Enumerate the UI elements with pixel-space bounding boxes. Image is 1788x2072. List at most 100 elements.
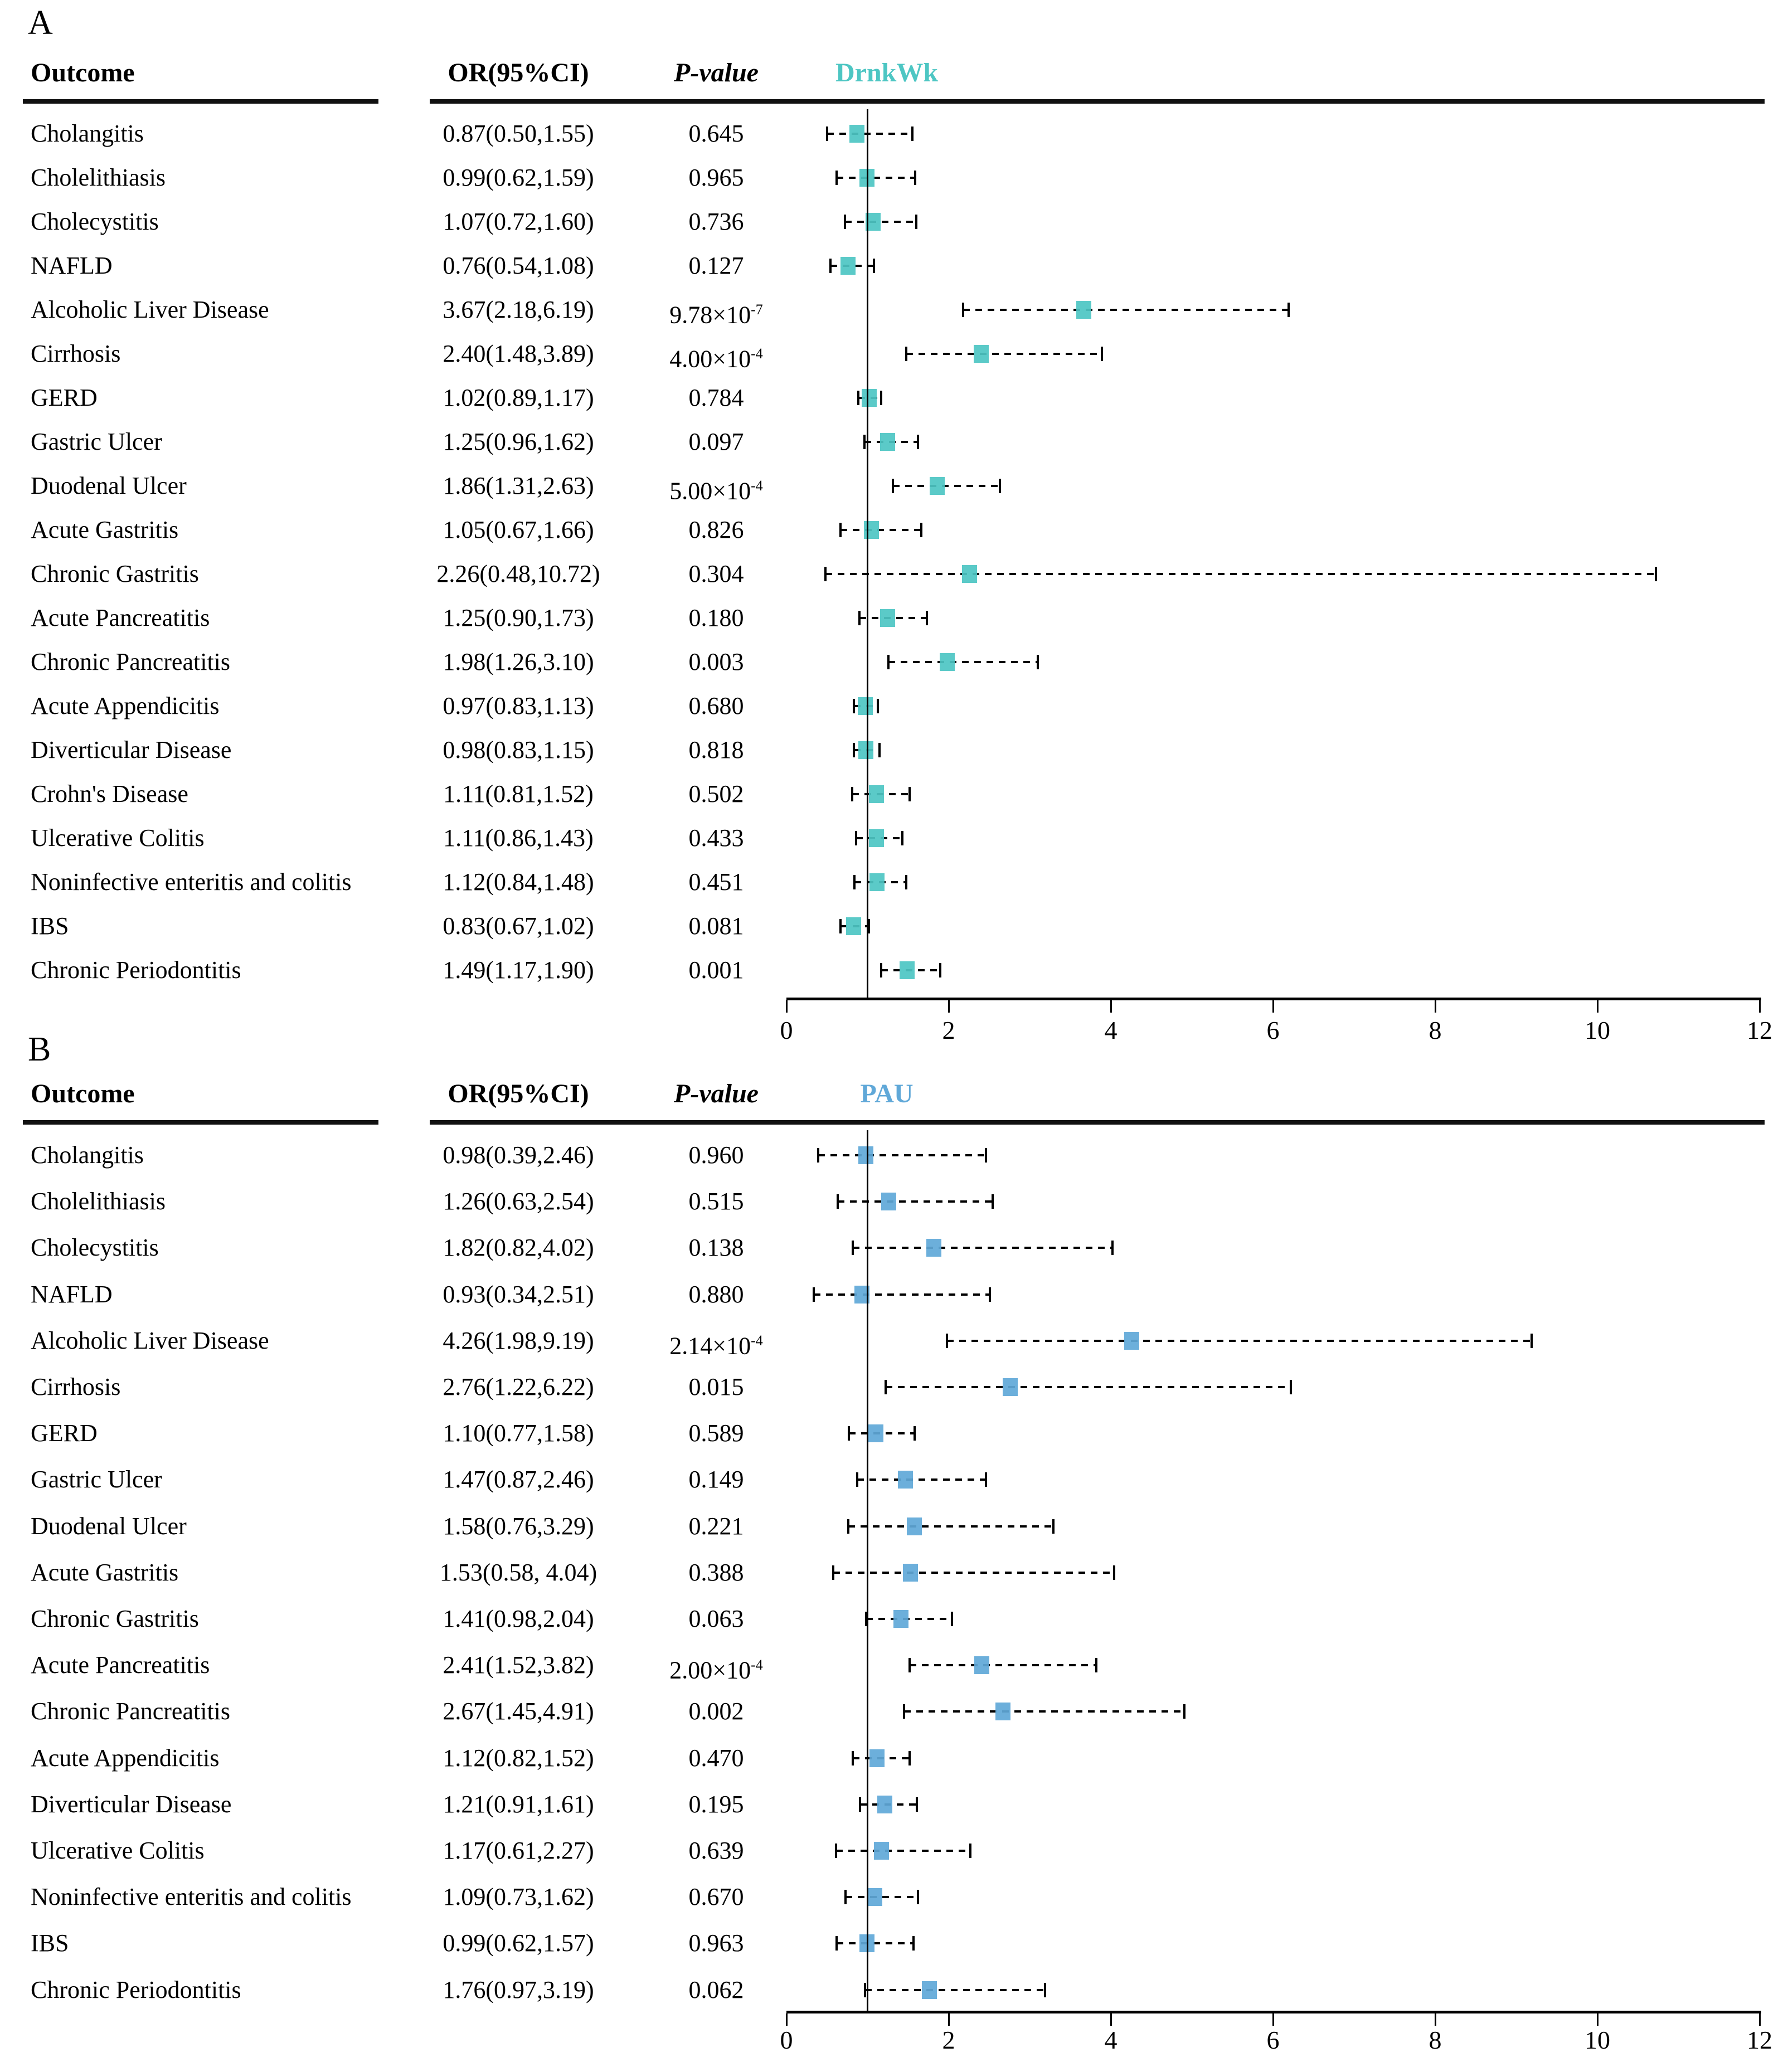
ci-cap-lower: [864, 1612, 867, 1626]
or-ci-value: 1.76(0.97,3.19): [443, 1976, 594, 2003]
or-point-marker: [857, 697, 873, 715]
p-value: 0.180: [688, 604, 744, 631]
outcome-label: Ulcerative Colitis: [31, 1837, 205, 1864]
x-axis-line: [786, 998, 1761, 1000]
or-ci-value: 0.98(0.39,2.46): [443, 1141, 594, 1169]
or-point-marker: [869, 829, 884, 847]
ci-whisker-line: [866, 1618, 952, 1620]
outcome-label: GERD: [31, 1419, 98, 1447]
or-point-marker: [930, 477, 945, 495]
ci-whisker-line: [906, 353, 1102, 355]
forest-row-alcoholic-liver-disease: Alcoholic Liver Disease 3.67(2.18,6.19) 9.…: [0, 292, 1788, 329]
ci-cap-lower: [851, 787, 853, 801]
p-value: 0.063: [688, 1605, 744, 1632]
p-value: 0.221: [688, 1512, 744, 1540]
header-rule-outcome-b: [23, 1120, 378, 1125]
ci-whisker-line: [833, 1571, 1114, 1574]
or-point-marker: [962, 565, 978, 583]
or-point-marker: [858, 1146, 874, 1164]
or-ci-value: 0.99(0.62,1.57): [443, 1929, 594, 1957]
ci-cap-upper: [950, 1612, 953, 1626]
ci-whisker-line: [865, 1988, 1046, 1991]
ci-cap-lower: [852, 743, 855, 757]
ci-cap-upper: [1052, 1519, 1055, 1534]
ci-cap-upper: [877, 699, 880, 713]
forest-row-gastric-ulcer: Gastric Ulcer 1.47(0.87,2.46) 0.149: [0, 1462, 1788, 1497]
or-ci-value: 1.05(0.67,1.66): [443, 516, 594, 543]
column-header-outcome-b: Outcome: [31, 1079, 135, 1108]
outcome-label: Diverticular Disease: [31, 736, 232, 763]
outcome-label: Gastric Ulcer: [31, 428, 162, 455]
ci-cap-upper: [905, 875, 908, 889]
forest-row-cholelithiasis: Cholelithiasis 1.26(0.63,2.54) 0.515: [0, 1184, 1788, 1219]
forest-row-diverticular-disease: Diverticular Disease 0.98(0.83,1.15) 0.818: [0, 732, 1788, 768]
ci-cap-lower: [834, 1844, 837, 1858]
p-value: 0.670: [688, 1883, 744, 1911]
ci-cap-lower: [852, 1241, 854, 1256]
x-axis-tick-label-2: 2: [942, 2026, 955, 2054]
forest-row-noninfective-enteritis-and-colitis: Noninfective enteritis and colitis 1.12(0…: [0, 864, 1788, 900]
ci-cap-lower: [902, 1704, 905, 1719]
p-value: 0.062: [688, 1976, 744, 2003]
forest-row-duodenal-ulcer: Duodenal Ulcer 1.86(1.31,2.63) 5.00×10-4: [0, 468, 1788, 505]
x-axis-tick-8: [1434, 1000, 1436, 1013]
ci-cap-lower: [858, 611, 861, 625]
or-point-marker: [880, 433, 896, 451]
forest-row-acute-pancreatitis: Acute Pancreatitis 1.25(0.90,1.73) 0.180: [0, 600, 1788, 636]
ci-cap-upper: [914, 171, 917, 185]
forest-row-duodenal-ulcer: Duodenal Ulcer 1.58(0.76,3.29) 0.221: [0, 1509, 1788, 1544]
forest-row-crohn-s-disease: Crohn's Disease 1.11(0.81,1.52) 0.502: [0, 776, 1788, 812]
ci-cap-lower: [852, 699, 855, 713]
reference-line-or-1: [867, 109, 868, 998]
forest-row-cirrhosis: Cirrhosis 2.76(1.22,6.22) 0.015: [0, 1369, 1788, 1405]
header-rule-outcome-a: [23, 99, 378, 104]
ci-cap-upper: [1111, 1241, 1114, 1256]
column-header-p-value-b: P-value: [674, 1079, 759, 1108]
ci-cap-upper: [969, 1844, 972, 1858]
forest-row-acute-pancreatitis: Acute Pancreatitis 2.41(1.52,3.82) 2.00×10…: [0, 1647, 1788, 1684]
forest-row-cirrhosis: Cirrhosis 2.40(1.48,3.89) 4.00×10-4: [0, 336, 1788, 373]
or-ci-value: 2.67(1.45,4.91): [443, 1698, 594, 1725]
forest-row-alcoholic-liver-disease: Alcoholic Liver Disease 4.26(1.98,9.19) 2.…: [0, 1323, 1788, 1359]
x-axis-tick-0: [785, 1000, 788, 1013]
header-rule-plot-b: [430, 1120, 1765, 1125]
outcome-label: GERD: [31, 384, 98, 411]
outcome-label: Cholangitis: [31, 1141, 144, 1169]
ci-cap-lower: [825, 127, 828, 141]
p-value: 0.127: [688, 252, 744, 279]
p-value: 4.00×10-4: [669, 345, 763, 373]
or-point-marker: [1003, 1378, 1018, 1396]
or-ci-value: 1.82(0.82,4.02): [443, 1234, 594, 1262]
outcome-label: IBS: [31, 912, 69, 940]
or-point-marker: [926, 1239, 942, 1257]
outcome-label: Chronic Periodontitis: [31, 956, 241, 984]
or-point-marker: [921, 1981, 937, 1999]
x-axis-tick-label-0: 0: [780, 2026, 793, 2054]
ci-cap-lower: [852, 1750, 854, 1765]
or-ci-value: 2.26(0.48,10.72): [436, 560, 600, 587]
x-axis-tick-12: [1758, 1000, 1761, 1013]
outcome-label: Diverticular Disease: [31, 1790, 232, 1818]
ci-cap-upper: [912, 1936, 915, 1951]
outcome-label: Noninfective enteritis and colitis: [31, 868, 352, 896]
outcome-label: Cirrhosis: [31, 340, 121, 367]
p-value: 0.470: [688, 1744, 744, 1772]
or-ci-value: 1.11(0.86,1.43): [443, 824, 594, 852]
x-axis-line: [786, 2011, 1761, 2013]
or-point-marker: [868, 1424, 883, 1443]
or-point-marker: [903, 1563, 919, 1582]
outcome-label: Alcoholic Liver Disease: [31, 296, 269, 323]
or-point-marker: [867, 1888, 883, 1906]
or-ci-value: 3.67(2.18,6.19): [443, 296, 594, 323]
outcome-label: Acute Gastritis: [31, 516, 179, 543]
ci-cap-lower: [962, 303, 965, 317]
or-ci-value: 0.83(0.67,1.02): [443, 912, 594, 940]
ci-whisker-line: [910, 1664, 1096, 1667]
or-ci-value: 1.25(0.90,1.73): [443, 604, 594, 631]
or-ci-value: 0.93(0.34,2.51): [443, 1280, 594, 1308]
or-ci-value: 1.26(0.63,2.54): [443, 1188, 594, 1215]
forest-row-chronic-gastritis: Chronic Gastritis 1.41(0.98,2.04) 0.063: [0, 1601, 1788, 1637]
or-point-marker: [898, 1471, 914, 1489]
forest-row-acute-appendicitis: Acute Appendicitis 1.12(0.82,1.52) 0.470: [0, 1740, 1788, 1776]
or-ci-value: 1.10(0.77,1.58): [443, 1419, 594, 1447]
